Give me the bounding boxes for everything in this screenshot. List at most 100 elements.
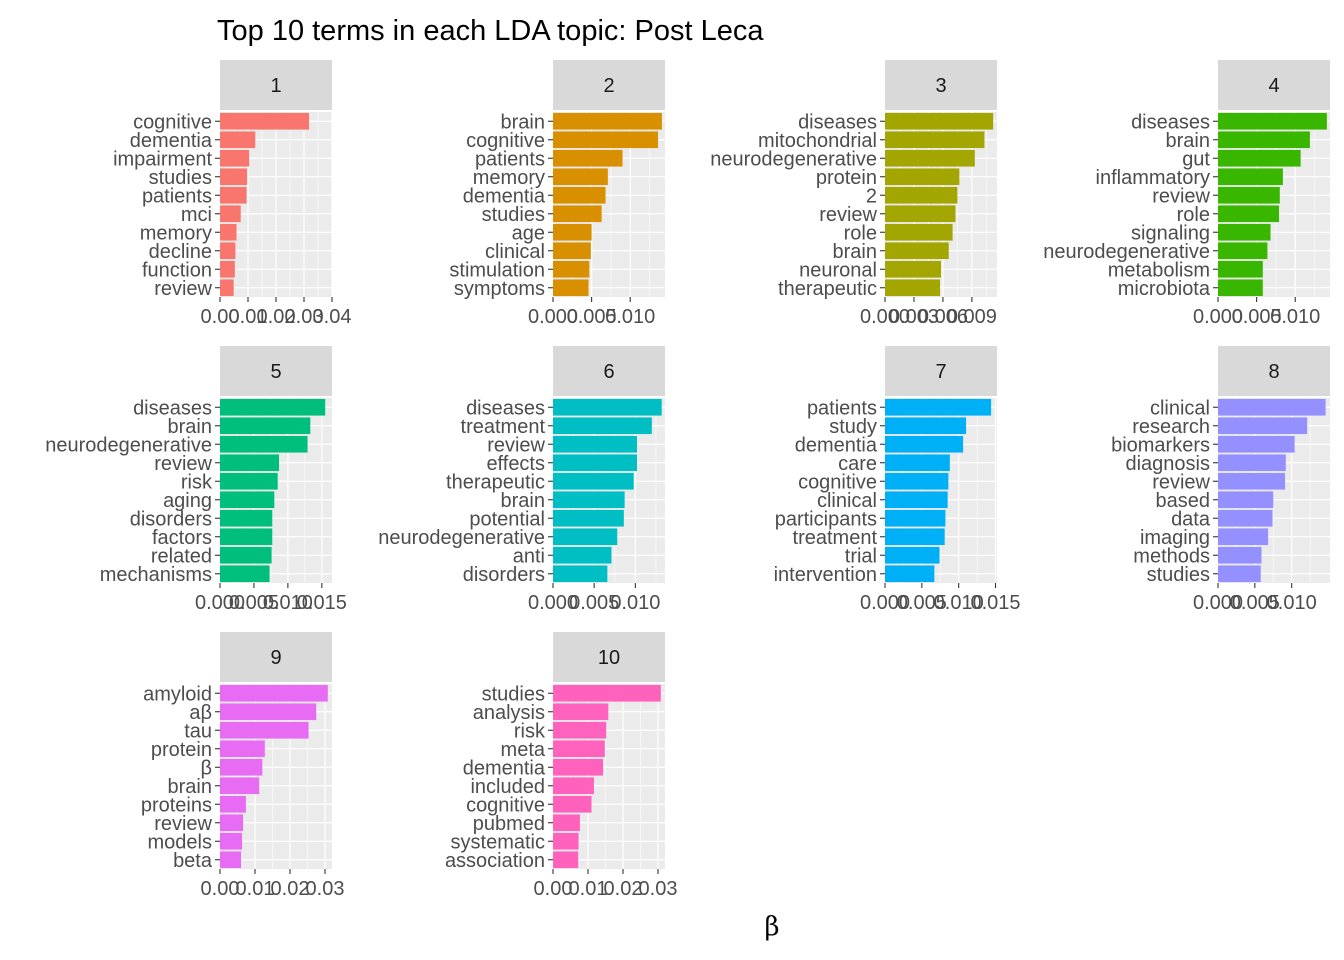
bar-8-data (1218, 509, 1273, 527)
x-tick-label: 0.03 (285, 306, 324, 328)
facet-strip-label: 2 (603, 75, 614, 97)
bar-1-dementia (220, 131, 256, 149)
term-label: potential (469, 508, 545, 530)
bar-4-brain (1218, 131, 1310, 149)
x-tick-label: 0.02 (271, 878, 310, 900)
term-label: cognitive (466, 794, 545, 816)
bar-2-symptoms (553, 279, 589, 297)
bar-5-related (220, 546, 272, 564)
bar-10-cognitive (553, 795, 592, 813)
x-tick-label: 0.010 (263, 592, 313, 614)
term-label: dementia (463, 757, 546, 779)
bar-6-therapeutic (553, 472, 634, 490)
x-tick-label: 0.010 (934, 592, 984, 614)
term-label: studies (1147, 564, 1210, 586)
term-label: brain (168, 416, 212, 438)
x-tick-label: 0.000 (195, 592, 245, 614)
term-label: review (154, 813, 212, 835)
term-label: participants (775, 508, 877, 530)
bar-3-neurodegenerative (885, 149, 975, 167)
bar-6-diseases (553, 398, 662, 416)
term-label: review (1152, 471, 1210, 493)
x-tick-label: 0.000 (528, 592, 578, 614)
term-label: review (154, 278, 212, 300)
facet-strip (885, 60, 997, 110)
bar-1-decline (220, 242, 236, 260)
bar-4-review (1218, 186, 1280, 204)
bar-3-role (885, 223, 953, 241)
bar-2-clinical (553, 242, 591, 260)
bar-4-inflammatory (1218, 168, 1283, 186)
term-label: neuronal (799, 259, 877, 281)
term-label: β (200, 757, 212, 779)
facet-panel-9: 9 amyloidaβtauproteinβbrainproteinsreview… (141, 632, 344, 900)
bar-5-brain (220, 417, 311, 435)
term-label: disorders (130, 508, 212, 530)
bar-6-anti (553, 546, 612, 564)
facet-strip-label: 7 (935, 361, 946, 383)
term-label: patients (807, 397, 877, 419)
term-label: signaling (1131, 222, 1210, 244)
bar-5-aging (220, 491, 275, 509)
bar-10-risk (553, 721, 607, 739)
term-label: neurodegenerative (378, 527, 545, 549)
bar-10-pubmed (553, 814, 580, 832)
bar-2-stimulation (553, 260, 590, 278)
x-tick-label: 0.010 (610, 592, 660, 614)
bar-2-patients (553, 149, 623, 167)
facet-panel-8: 8 clinicalresearchbiomarkersdiagnosisrevi… (1111, 346, 1330, 614)
term-label: diseases (133, 397, 212, 419)
term-label: data (1171, 508, 1211, 530)
x-tick-label: 0.04 (313, 306, 352, 328)
facet-strip-label: 3 (935, 75, 946, 97)
term-label: diagnosis (1125, 453, 1210, 475)
term-label: mci (181, 204, 212, 226)
bar-10-meta (553, 740, 605, 758)
x-tick-label: 0.005 (897, 592, 947, 614)
bar-3-diseases (885, 112, 994, 130)
term-label: diseases (466, 397, 545, 419)
x-tick-label: 0.00 (201, 878, 240, 900)
term-label: gut (1182, 148, 1210, 170)
bar-6-disorders (553, 565, 608, 583)
bar-8-research (1218, 417, 1308, 435)
x-tick-label: 0.01 (569, 878, 608, 900)
facet-strip-label: 9 (270, 647, 281, 669)
term-label: risk (514, 720, 546, 742)
x-tick-label: 0.005 (229, 592, 279, 614)
bar-1-mci (220, 205, 241, 223)
bar-1-cognitive (220, 112, 310, 130)
bar-6-neurodegenerative (553, 528, 618, 546)
term-label: patients (142, 185, 212, 207)
x-tick-label: 0.00 (201, 306, 240, 328)
bar-10-systematic (553, 832, 579, 850)
bar-3-neuronal (885, 260, 941, 278)
bar-4-gut (1218, 149, 1301, 167)
bar-9-proteins (220, 795, 246, 813)
bar-5-neurodegenerative (220, 435, 308, 453)
term-label: brain (833, 241, 877, 263)
term-label: protein (151, 739, 212, 761)
term-label: care (838, 453, 877, 475)
bar-6-treatment (553, 417, 652, 435)
bar-7-dementia (885, 435, 964, 453)
bar-7-trial (885, 546, 940, 564)
term-label: brain (1166, 130, 1210, 152)
x-tick-label: 0.02 (604, 878, 643, 900)
term-label: research (1132, 416, 1210, 438)
bar-9-review (220, 814, 244, 832)
term-label: memory (140, 222, 212, 244)
facet-strip (553, 632, 665, 682)
term-label: inflammatory (1096, 167, 1210, 189)
facet-strip-label: 1 (270, 75, 281, 97)
facet-strip (885, 346, 997, 396)
term-label: brain (501, 111, 545, 133)
term-label: dementia (795, 434, 878, 456)
bar-5-mechanisms (220, 565, 270, 583)
bar-5-disorders (220, 509, 273, 527)
x-tick-label: 0.000 (1193, 306, 1243, 328)
term-label: tau (184, 720, 212, 742)
bar-1-patients (220, 186, 247, 204)
term-label: association (445, 850, 545, 872)
bar-4-signaling (1218, 223, 1271, 241)
